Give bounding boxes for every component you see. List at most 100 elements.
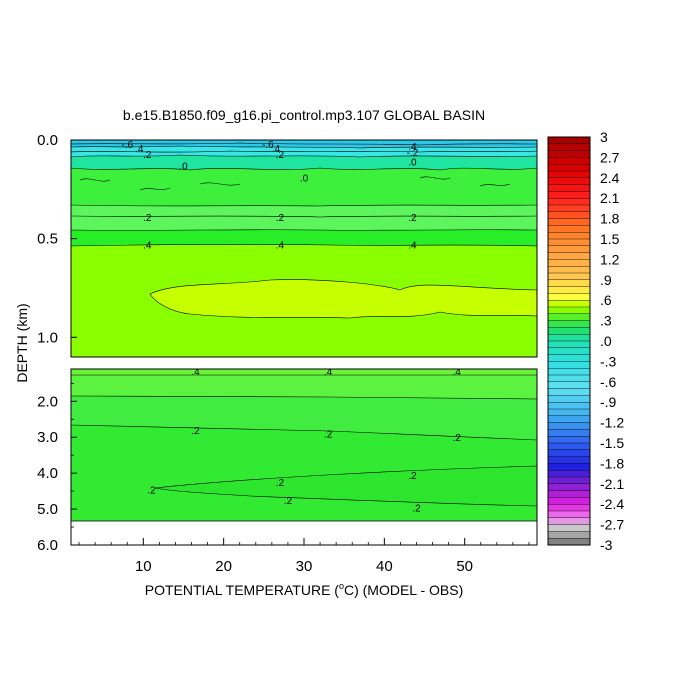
colorbar-swatch: [547, 300, 591, 308]
colorbar-swatch: [547, 272, 591, 281]
x-tick-label: 40: [376, 558, 393, 575]
x-axis-label: POTENTIAL TEMPERATURE (oC) (MODEL - OBS): [145, 581, 464, 598]
colorbar-swatch: [547, 422, 591, 430]
colorbar-swatch: [547, 395, 591, 403]
x-axis-label-degree: o: [339, 581, 344, 591]
colorbar-swatch: [547, 293, 591, 301]
x-tick-label: 30: [296, 558, 313, 575]
x-tick-label: 50: [456, 558, 473, 575]
colorbar-label: .9: [600, 272, 612, 288]
colorbar-label: -2.4: [600, 496, 624, 512]
colorbar-swatch: [547, 177, 591, 186]
colorbar-swatch: [547, 374, 591, 383]
contour-label: .2: [147, 485, 156, 496]
colorbar-swatch: [547, 191, 591, 199]
colorbar-swatch: [547, 170, 591, 179]
colorbar-swatch: [547, 327, 591, 335]
colorbar-label: -3: [600, 537, 613, 553]
contour-label: .2: [452, 433, 461, 444]
contour-label: -.6: [262, 140, 274, 151]
colorbar-label: .6: [600, 292, 612, 308]
colorbar-swatch: [547, 449, 591, 458]
contour-lines-upper: [71, 142, 537, 247]
colorbar: 3 2.7 2.4 2.1 1.8 1.5 1.2 .9 .6 .3 .0 -.3 -.6 -.9 -1.2…: [547, 129, 624, 553]
contour-label: .2: [284, 496, 293, 507]
y-axis-label: DEPTH (km): [14, 303, 30, 382]
contour-label: .4: [143, 241, 152, 252]
contour-label: .2: [408, 213, 417, 224]
contour-label: .2: [276, 150, 285, 161]
colorbar-swatch: [547, 279, 591, 288]
contour-label: .4: [408, 241, 417, 252]
colorbar-label: -1.8: [600, 455, 624, 471]
colorbar-swatch: [547, 436, 591, 444]
contour-label: .4: [408, 142, 417, 153]
colorbar-swatch: [547, 163, 591, 172]
y-tick-label: 1.0: [37, 329, 58, 346]
colorbar-label: .0: [600, 333, 612, 349]
y-tick-label: 2.0: [37, 393, 58, 410]
colorbar-label: -.3: [600, 353, 617, 369]
colorbar-swatch: [547, 442, 591, 451]
colorbar-swatch: [547, 238, 591, 247]
contour-label: .2: [408, 471, 417, 482]
y-tick-label: 3.0: [37, 429, 58, 446]
colorbar-label: -1.2: [600, 415, 624, 431]
colorbar-swatch: [547, 408, 591, 417]
contour-label: .2: [412, 503, 421, 514]
x-tick-label: 20: [215, 558, 232, 575]
colorbar-swatch: [547, 252, 591, 260]
colorbar-label: -2.7: [600, 517, 624, 533]
colorbar-swatch: [547, 354, 591, 362]
lower-band-top: [71, 369, 537, 375]
colorbar-swatch: [547, 313, 591, 322]
warm-anomaly-region: [149, 279, 537, 319]
y-tick-label: 5.0: [37, 501, 58, 518]
y-tick-label: 0.0: [37, 132, 58, 149]
colorbar-label: -.9: [600, 394, 617, 410]
colorbar-swatch: [547, 306, 591, 315]
colorbar-label: 2.7: [600, 149, 620, 165]
contour-label: .0: [408, 158, 417, 169]
colorbar-swatch: [547, 456, 591, 464]
contour-label: .2: [276, 478, 285, 489]
colorbar-swatch: [547, 470, 591, 478]
contour-label: .4: [191, 367, 200, 378]
chart-title: b.e15.B1850.f09_g16.pi_control.mp3.107 G…: [123, 107, 485, 123]
colorbar-label: -.6: [600, 374, 617, 390]
colorbar-swatch: [547, 231, 591, 240]
colorbar-swatch: [547, 334, 591, 342]
contour-label: .4: [135, 144, 144, 155]
colorbar-swatch: [547, 340, 591, 349]
contour-label: .4: [452, 367, 461, 378]
colorbar-swatch: [547, 415, 591, 424]
colorbar-label: 1.5: [600, 231, 620, 247]
colorbar-swatch: [547, 524, 591, 532]
contour-label: -.6: [121, 140, 133, 151]
colorbar-swatch: [547, 320, 591, 328]
x-axis-label-part1: POTENTIAL TEMPERATURE (: [145, 582, 340, 598]
x-axis-label-part2: C) (MODEL - OBS): [344, 582, 463, 598]
colorbar-swatch: [547, 361, 591, 369]
colorbar-label: -1.5: [600, 435, 624, 451]
colorbar-swatch: [547, 204, 591, 213]
contour-label: .4: [272, 144, 281, 155]
colorbar-swatch: [547, 286, 591, 294]
colorbar-swatch: [547, 347, 591, 356]
colorbar-swatch: [547, 483, 591, 492]
colorbar-swatch: [547, 143, 591, 152]
colorbar-label: .3: [600, 313, 612, 329]
colorbar-swatch: [547, 157, 591, 165]
colorbar-swatch: [547, 504, 591, 512]
x-tick-label: 10: [135, 558, 152, 575]
upper-panel: -.6.4.2-.6.4.2.4-.2.0.0.0.2.2.2.4.4.4: [71, 140, 537, 357]
colorbar-swatch: [547, 476, 591, 485]
contour-label: .2: [276, 213, 285, 224]
colorbar-label: -2.1: [600, 476, 624, 492]
colorbar-frame: [547, 136, 591, 546]
contour-label: .2: [143, 213, 152, 224]
contour-label: .4: [276, 241, 285, 252]
colorbar-label: 2.4: [600, 170, 620, 186]
contour-label: .0: [300, 173, 309, 184]
